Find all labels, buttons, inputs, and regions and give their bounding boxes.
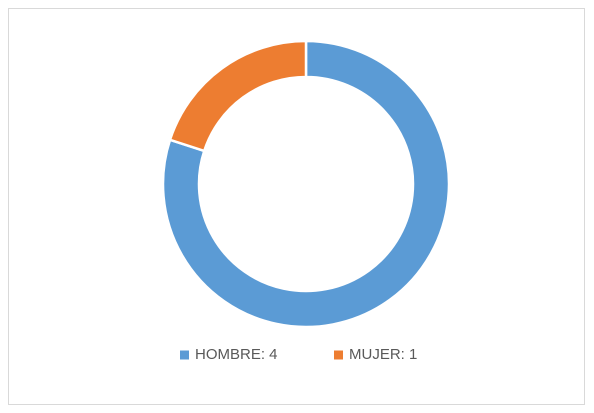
donut-segment [168, 39, 308, 153]
donut-segment [161, 39, 451, 329]
legend-label: HOMBRE: 4 [195, 346, 278, 363]
legend-label: MUJER: 1 [349, 346, 417, 363]
legend-swatch [180, 350, 189, 360]
legend-swatch [334, 350, 343, 360]
